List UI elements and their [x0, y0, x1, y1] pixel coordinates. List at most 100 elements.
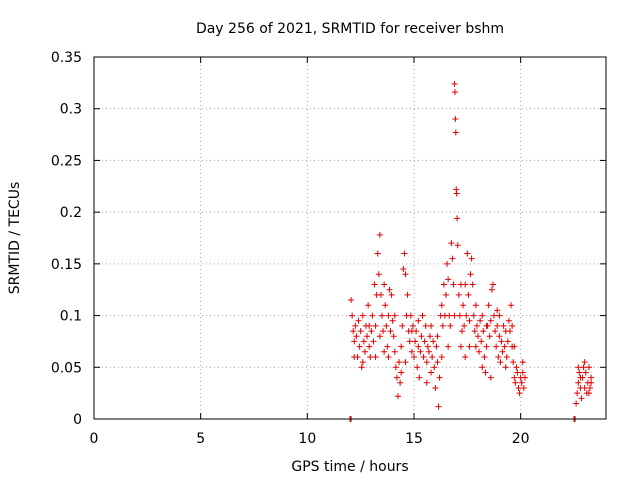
data-point [436, 374, 443, 381]
data-point [408, 348, 415, 355]
x-tick-label: 5 [196, 431, 205, 447]
data-point [418, 333, 425, 340]
y-tick-label: 0.3 [60, 102, 82, 118]
data-point [505, 317, 512, 324]
x-tick-label: 15 [405, 431, 423, 447]
data-point [381, 348, 388, 355]
data-point [439, 322, 446, 329]
data-point [452, 129, 459, 136]
data-point [358, 364, 365, 371]
data-point [478, 338, 485, 345]
data-point [414, 364, 421, 371]
x-tick-label: 20 [512, 431, 530, 447]
data-point [573, 400, 580, 407]
data-point [364, 333, 371, 340]
data-point [375, 271, 382, 278]
data-point [578, 395, 585, 402]
data-point [450, 281, 457, 288]
data-point [451, 80, 458, 87]
data-point [498, 338, 505, 345]
data-point [434, 333, 441, 340]
data-point [357, 328, 364, 335]
data-point [438, 302, 445, 309]
data-point [377, 291, 384, 298]
axis-ticks [93, 56, 606, 420]
data-point [493, 343, 500, 350]
data-point [365, 302, 372, 309]
data-point [453, 190, 460, 197]
data-point [432, 384, 439, 391]
data-point [368, 328, 375, 335]
data-point [581, 359, 588, 366]
data-point [515, 384, 522, 391]
y-tick-label: 0.15 [51, 257, 82, 273]
data-point [575, 379, 582, 386]
data-point [374, 250, 381, 257]
data-point [576, 369, 583, 376]
y-tick-label: 0.05 [51, 360, 82, 376]
data-point [494, 322, 501, 329]
data-point [415, 343, 422, 350]
data-point [514, 369, 521, 376]
data-point [355, 317, 362, 324]
data-point [393, 374, 400, 381]
data-point [404, 291, 411, 298]
data-point [443, 291, 449, 298]
grid [94, 57, 606, 419]
data-point [446, 312, 453, 319]
data-point [492, 328, 499, 335]
data-point [392, 364, 399, 371]
data-point [488, 286, 495, 293]
data-point [483, 343, 490, 350]
data-point [423, 379, 430, 386]
data-point [391, 312, 398, 319]
data-point [428, 322, 435, 329]
data-point [389, 317, 396, 324]
data-point [406, 338, 413, 345]
data-point [444, 260, 451, 267]
data-point [497, 359, 504, 366]
data-point [398, 369, 405, 376]
data-point [380, 328, 387, 335]
data-point [486, 333, 493, 340]
data-point [379, 312, 385, 319]
data-point [477, 317, 484, 324]
data-point [468, 255, 475, 262]
data-point [465, 291, 472, 298]
data-point [440, 281, 447, 288]
data-point [454, 242, 461, 249]
data-point [466, 343, 473, 350]
y-tick-label: 0.1 [60, 309, 82, 325]
data-point [516, 390, 523, 397]
data-point [466, 317, 473, 324]
data-point [415, 317, 422, 324]
data-point [508, 302, 515, 309]
data-point [372, 353, 379, 360]
data-point [385, 312, 392, 319]
data-point [520, 384, 527, 391]
x-tick-label: 0 [90, 431, 99, 447]
data-point [482, 369, 489, 376]
data-point [359, 312, 366, 319]
data-point [500, 322, 507, 329]
data-point [376, 231, 383, 238]
data-point [369, 312, 376, 319]
data-point [402, 359, 409, 366]
data-point [384, 343, 391, 350]
data-point [502, 364, 509, 371]
data-point [398, 343, 405, 350]
data-point [385, 353, 392, 360]
data-point [435, 403, 442, 410]
x-tick-label: 10 [298, 431, 316, 447]
data-point [401, 250, 408, 257]
data-point [481, 353, 488, 360]
data-point [503, 353, 510, 360]
data-point [430, 338, 437, 345]
data-point [471, 328, 478, 335]
data-point [419, 312, 426, 319]
data-point [416, 374, 423, 381]
data-point [428, 369, 435, 376]
data-point [464, 250, 471, 257]
data-point [412, 338, 419, 345]
data-point [457, 281, 464, 288]
